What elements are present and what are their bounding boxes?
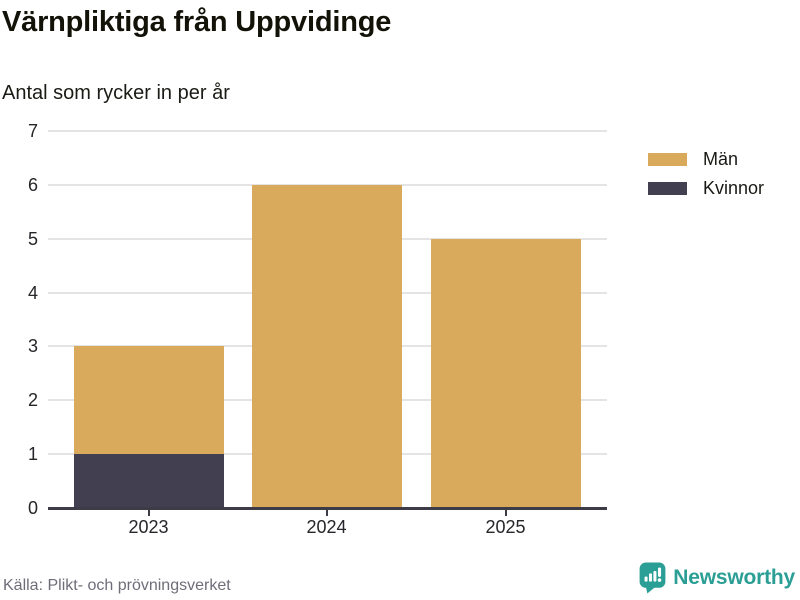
legend-label: Kvinnor bbox=[703, 178, 765, 198]
legend-swatch bbox=[648, 182, 687, 195]
x-tick-mark bbox=[504, 510, 507, 516]
legend-item-kvinnor: Kvinnor bbox=[648, 174, 764, 203]
y-tick-label: 3 bbox=[27, 336, 38, 357]
bar-2023-män bbox=[73, 346, 224, 455]
chart-title: Värnpliktiga från Uppvidinge bbox=[2, 6, 392, 38]
source-attribution: Källa: Plikt- och prövningsverket bbox=[3, 577, 231, 594]
y-tick-label: 6 bbox=[27, 174, 38, 195]
legend-swatch bbox=[648, 153, 687, 166]
y-tick-label: 1 bbox=[27, 444, 38, 465]
brand-name: Newsworthy bbox=[673, 566, 795, 589]
x-tick-label-2025: 2025 bbox=[485, 517, 526, 537]
brand-logo: Newsworthy bbox=[639, 562, 795, 594]
x-axis-line bbox=[48, 507, 607, 510]
bar-2025-män bbox=[430, 238, 581, 508]
y-tick-label: 4 bbox=[27, 282, 38, 303]
x-tick-mark bbox=[325, 510, 328, 516]
gridline-y7 bbox=[48, 130, 607, 132]
legend-label: Män bbox=[703, 149, 739, 169]
chart-subtitle: Antal som rycker in per år bbox=[2, 82, 230, 104]
newsworthy-logo-icon bbox=[639, 562, 666, 594]
legend: Män Kvinnor bbox=[648, 145, 764, 203]
y-tick-label: 0 bbox=[27, 498, 38, 518]
y-tick-label: 2 bbox=[27, 390, 38, 411]
bar-2023-kvinnor bbox=[73, 454, 224, 508]
bar-2024-män bbox=[251, 184, 402, 508]
y-tick-label: 5 bbox=[27, 228, 38, 249]
legend-item-män: Män bbox=[648, 145, 764, 174]
y-tick-label: 7 bbox=[27, 121, 38, 141]
x-tick-label-2023: 2023 bbox=[128, 517, 169, 537]
x-tick-label-2024: 2024 bbox=[306, 517, 347, 537]
x-tick-mark bbox=[147, 510, 150, 516]
